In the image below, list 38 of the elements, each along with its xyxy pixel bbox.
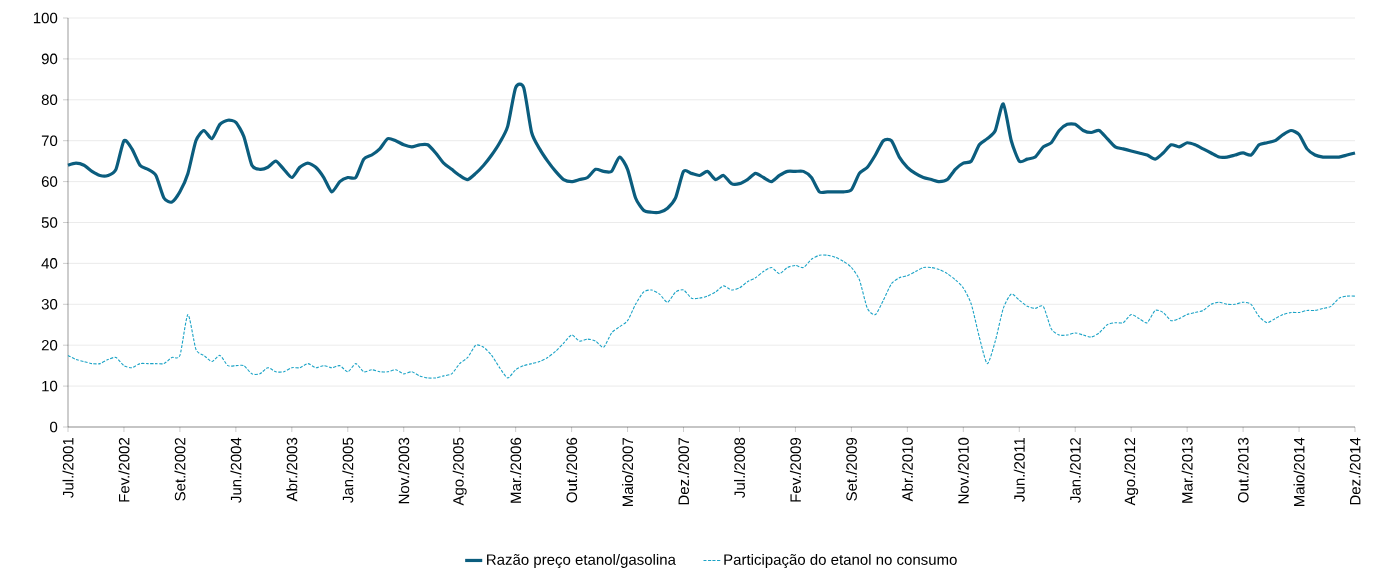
legend-label: Razão preço etanol/gasolina (487, 553, 676, 568)
x-tick-label: Ago./2012 (1124, 437, 1139, 506)
y-tick-label: 80 (41, 94, 58, 106)
x-tick-label: Set./2002 (174, 437, 186, 501)
y-tick-label: 10 (42, 380, 58, 392)
x-tick-label: Abr./2010 (901, 437, 913, 502)
x-tick-label: Maio/2014 (1293, 437, 1305, 507)
x-tick-label: Abr./2003 (286, 437, 298, 502)
x-tick-label: Jan./2012 (1069, 437, 1081, 503)
x-tick-label: Jan./2005 (342, 437, 354, 503)
x-tick-label: Mar./2013 (1181, 437, 1193, 503)
x-tick-label: Maio/2007 (622, 437, 634, 507)
y-tick-label: 0 (50, 421, 58, 433)
x-tick-label: Nov./2010 (957, 437, 969, 504)
x-tick-label: Dez./2014 (1349, 437, 1361, 505)
x-tick-label: Jul./2008 (733, 437, 745, 498)
y-tick-label: 20 (41, 339, 58, 351)
x-tick-label: Fev./2009 (789, 437, 801, 502)
y-tick-label: 60 (41, 176, 58, 187)
y-tick-label: 100 (33, 12, 58, 24)
x-tick-label: Jul./2001 (62, 437, 74, 498)
x-tick-label: Jun./2011 (1013, 437, 1025, 502)
line-series (67, 254, 1356, 379)
x-tick-label: Nov./2003 (398, 437, 410, 504)
y-tick-label: 50 (41, 217, 58, 228)
y-tick-label: 30 (41, 298, 58, 310)
y-tick-label: 40 (41, 258, 58, 269)
x-tick-label: Out./2006 (566, 437, 578, 503)
y-tick-label: 90 (41, 53, 58, 65)
x-tick-label: Set./2009 (845, 437, 857, 501)
x-tick-label: Mar./2006 (510, 437, 522, 503)
x-tick-label: Jun./2004 (230, 437, 242, 503)
legend-label: Participação do etanol no consumo (724, 553, 957, 568)
x-tick-label: Out./2013 (1237, 437, 1249, 503)
y-tick-label: 70 (41, 135, 58, 147)
x-tick-label: Fev./2002 (118, 437, 130, 502)
x-tick-label: Dez./2007 (678, 437, 690, 505)
x-tick-label: Ago./2005 (452, 437, 467, 506)
